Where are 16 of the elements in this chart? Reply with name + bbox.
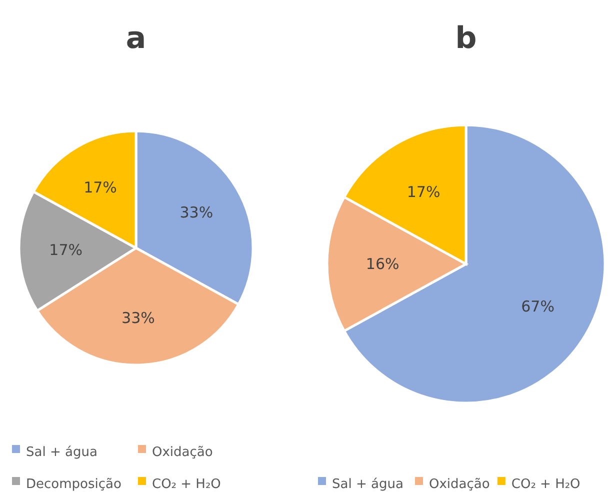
legend-label: Oxidação [429, 477, 490, 492]
data-label: 17% [406, 183, 440, 202]
legend-label: CO₂ + H₂O [152, 477, 221, 492]
legend-label: Oxidação [152, 445, 213, 460]
chart-title: a [126, 21, 146, 56]
data-label: 17% [84, 178, 117, 197]
chart-title: b [455, 21, 477, 56]
data-label: 17% [49, 241, 83, 260]
data-label: 33% [180, 203, 214, 222]
data-label: 33% [122, 309, 155, 328]
legend-label: CO₂ + H₂O [511, 477, 580, 492]
legend-label: Decomposição [26, 477, 122, 492]
legend-label: Sal + água [332, 477, 404, 492]
data-label: 16% [366, 255, 400, 273]
legend-label: Sal + água [26, 445, 98, 460]
data-label: 67% [521, 297, 554, 316]
